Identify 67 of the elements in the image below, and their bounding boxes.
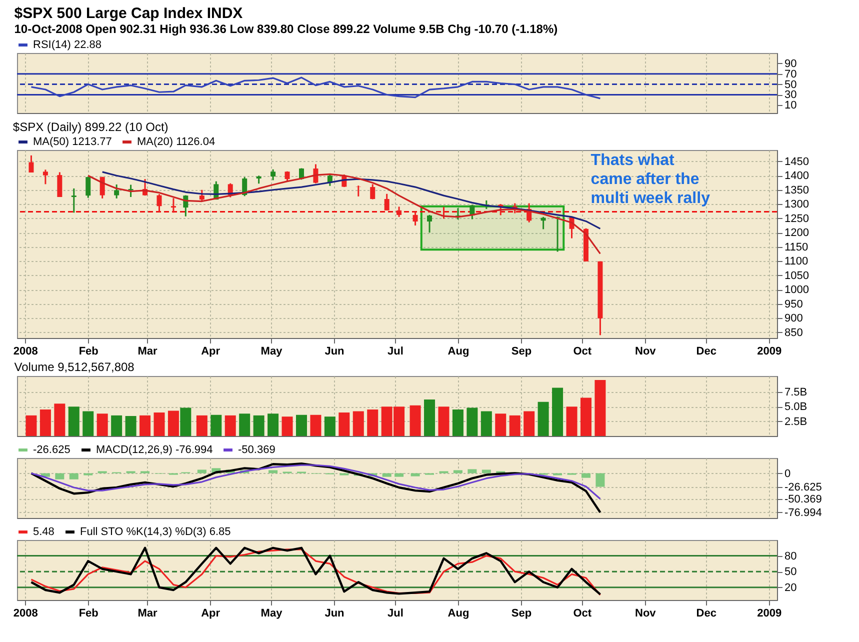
- x-tick-label: Oct: [573, 346, 592, 358]
- legend-label: MA(20) 1126.04: [137, 136, 216, 148]
- y-tick-label: 90: [784, 58, 797, 70]
- x-tick-label: Oct: [573, 608, 592, 620]
- y-tick-label: 1450: [784, 156, 809, 168]
- x-tick-label: Sep: [511, 608, 532, 620]
- x-tick-label: Jul: [388, 608, 404, 620]
- x-tick-label: Jul: [388, 346, 404, 358]
- y-tick-label: 10: [784, 100, 797, 112]
- x-tick-label: Dec: [696, 608, 716, 620]
- chart-title: $SPX 500 Large Cap Index INDX: [14, 5, 243, 22]
- x-tick-label: Aug: [448, 346, 470, 358]
- legend-label: MACD(12,26,9) -76.994: [96, 444, 213, 456]
- x-tick-label: Aug: [448, 608, 470, 620]
- chart-subtitle: 10-Oct-2008 Open 902.31 High 936.36 Low 839.80 Close 899.22 Volume 9.5B Chg -10.70 (-1.18%): [14, 22, 558, 36]
- y-tick-label: 1050: [784, 270, 809, 282]
- legend-label: MA(50) 1213.77: [33, 136, 112, 148]
- annotation: Thats what came after the multi week rally: [590, 152, 710, 207]
- x-tick-label: Jun: [324, 346, 345, 358]
- x-tick-label: Feb: [78, 608, 99, 620]
- x-tick-label: 2009: [757, 346, 782, 358]
- y-tick-label: 2.5B: [784, 416, 808, 428]
- text: $SPX (Daily) 899.22 (10 Oct): [12, 120, 168, 134]
- x-tick-label: Sep: [511, 346, 532, 358]
- y-tick-label: -26.625: [784, 481, 822, 494]
- y-tick-label: 50: [784, 78, 797, 91]
- y-tick-label: 1200: [784, 227, 809, 240]
- x-tick-label: May: [260, 346, 284, 358]
- y-tick-label: 70: [784, 68, 797, 80]
- x-tick-label: Nov: [635, 608, 657, 620]
- y-tick-label: 1250: [784, 212, 809, 225]
- y-tick-label: 950: [784, 298, 803, 310]
- y-tick-label: 20: [784, 582, 797, 594]
- x-tick-label: Feb: [78, 346, 99, 358]
- y-tick-label: 7.5B: [784, 386, 808, 398]
- y-tick-label: -76.994: [784, 506, 822, 519]
- x-tick-label: 2009: [757, 608, 782, 620]
- legend-label: -50.369: [238, 444, 276, 456]
- y-tick-label: 80: [784, 550, 797, 562]
- y-tick-label: 1350: [784, 184, 809, 196]
- x-tick-label: 2008: [13, 346, 38, 358]
- y-tick-label: 1100: [784, 256, 808, 268]
- legend-label: 5.48: [33, 526, 54, 538]
- y-tick-label: -50.369: [784, 493, 822, 506]
- x-tick-label: Jun: [324, 608, 345, 620]
- legend-label: -26.625: [33, 444, 70, 456]
- x-tick-label: Nov: [635, 346, 657, 358]
- y-tick-label: 1300: [784, 198, 809, 211]
- y-tick-label: 1400: [784, 170, 809, 182]
- y-tick-label: 850: [784, 326, 803, 339]
- text: Volume 9,512,567,808: [14, 360, 135, 374]
- x-tick-label: Apr: [201, 346, 221, 358]
- y-tick-label: 1000: [784, 284, 809, 296]
- x-tick-label: May: [260, 608, 284, 620]
- y-tick-label: 1150: [784, 241, 808, 254]
- y-tick-label: 30: [784, 89, 797, 102]
- x-tick-label: Mar: [138, 608, 158, 620]
- y-tick-label: 50: [784, 566, 797, 578]
- x-tick-label: 2008: [13, 608, 38, 620]
- x-tick-label: Mar: [138, 346, 158, 358]
- x-tick-label: Apr: [201, 608, 221, 620]
- legend-label: RSI(14) 22.88: [33, 39, 102, 51]
- y-tick-label: 900: [784, 312, 803, 325]
- x-tick-label: Dec: [696, 346, 716, 358]
- y-tick-label: 5.0B: [784, 401, 808, 414]
- legend-label: Full STO %K(14,3) %D(3) 6.85: [80, 526, 231, 538]
- y-tick-label: 0: [784, 468, 791, 480]
